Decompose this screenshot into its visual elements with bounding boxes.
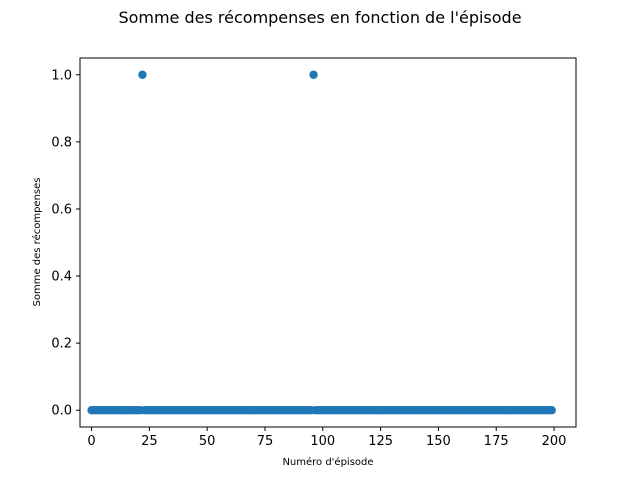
x-tick-label: 100 [310,434,335,449]
x-tick-label: 125 [368,434,393,449]
y-tick-label: 0.8 [51,135,72,150]
data-point [138,70,147,79]
y-tick-label: 0.2 [51,337,72,352]
x-tick-label: 150 [426,434,451,449]
x-tick-label: 200 [542,434,567,449]
plot-frame [79,57,577,428]
data-points [87,70,556,415]
x-tick-label: 75 [257,434,274,449]
y-axis-label: Somme des récompenses [31,178,43,307]
x-tick-label: 50 [199,434,216,449]
y-tick-label: 0.6 [51,202,72,217]
y-tick-label: 1.0 [51,68,72,83]
data-point [309,70,318,79]
data-point [547,406,556,415]
x-axis-label: Numéro d'épisode [282,456,373,468]
x-tick-label: 0 [87,434,95,449]
x-tick-label: 175 [484,434,509,449]
x-tick-label: 25 [141,434,158,449]
y-tick-label: 0.4 [51,270,72,285]
chart-title: Somme des récompenses en fonction de l'é… [118,8,521,27]
axis-ticks: 0 25 50 75 100 125 150 175 200 0.0 0.2 0.4 0.6 0.8 1.0 [51,68,566,449]
y-tick-label: 0.0 [51,404,72,419]
